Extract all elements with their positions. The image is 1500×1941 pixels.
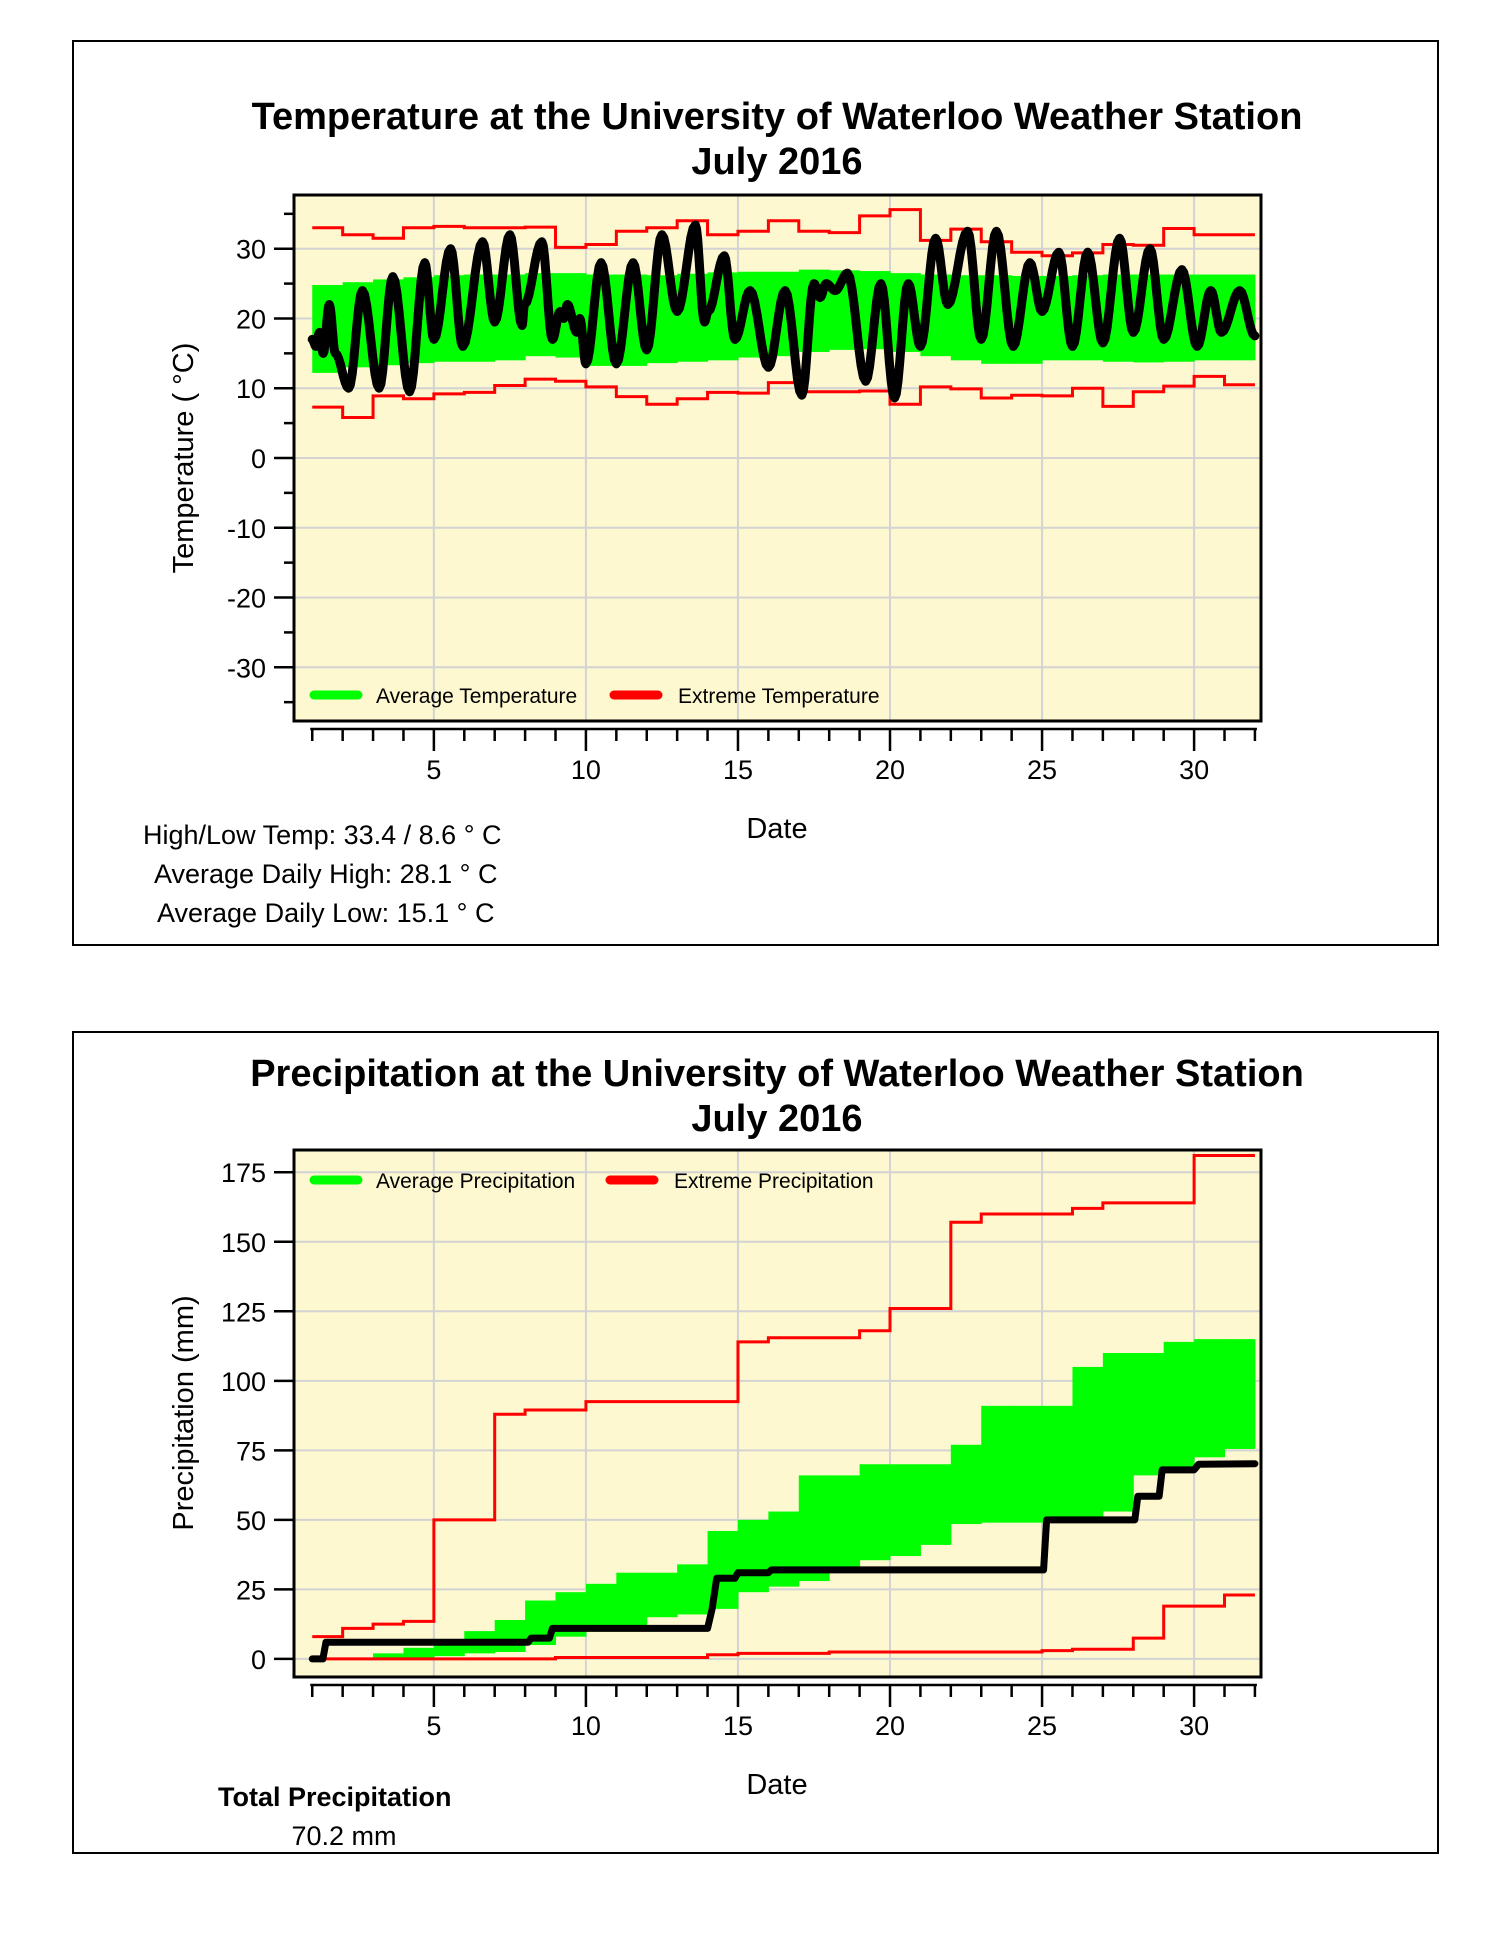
total-precipitation-label: Total Precipitation — [218, 1782, 452, 1812]
average-band-segment — [981, 1405, 1013, 1523]
average-band-segment — [1011, 1405, 1043, 1523]
legend-extreme-label: Extreme Temperature — [678, 685, 880, 708]
temperature-legend: Average Temperature Extreme Temperature — [309, 685, 880, 708]
average-band-segment — [677, 1564, 709, 1615]
temperature-plot: -30 -20 -10 0 10 20 30 5 10 15 20 25 30 Average Tempe… — [227, 193, 1263, 785]
extreme-low-line — [312, 1593, 1255, 1661]
y-tick-label: -30 — [227, 653, 266, 683]
precipitation-x-axis-label: Date — [746, 1769, 807, 1801]
y-tick-label: 20 — [236, 304, 266, 334]
average-band-segment — [1224, 1339, 1256, 1449]
precipitation-legend: Average Precipitation Extreme Precipitati… — [309, 1170, 874, 1193]
legend-average-label: Average Precipitation — [376, 1170, 575, 1193]
observed-precipitation-line — [308, 1460, 1259, 1663]
total-precipitation-value: 70.2 mm — [291, 1821, 396, 1851]
average-band-segment — [768, 1511, 800, 1587]
y-tick-label: 0 — [251, 444, 266, 474]
precipitation-panel: Precipitation at the University of Water… — [72, 1031, 1439, 1854]
y-tick-label: 25 — [236, 1575, 266, 1605]
average-band-segment — [403, 1647, 435, 1658]
precipitation-plot-border — [292, 1148, 1263, 1679]
y-tick-label: 0 — [251, 1645, 266, 1675]
y-tick-label: 175 — [221, 1158, 266, 1188]
average-band-segment — [1042, 1405, 1073, 1523]
average-band-segment — [829, 1475, 861, 1568]
average-band-segment — [1102, 1353, 1134, 1512]
average-band-segment — [494, 1619, 526, 1652]
y-tick-label: -20 — [227, 584, 266, 614]
x-tick-label: 25 — [1027, 1711, 1057, 1741]
x-tick-label: 15 — [723, 755, 753, 785]
extreme-low-line — [312, 374, 1255, 420]
y-tick-label: 75 — [236, 1436, 266, 1466]
legend-extreme-label: Extreme Precipitation — [674, 1170, 874, 1193]
average-band-segment — [859, 1464, 891, 1561]
y-tick-label: 150 — [221, 1228, 266, 1258]
average-band-segment — [373, 1653, 404, 1659]
x-tick-label: 5 — [426, 755, 441, 785]
extreme-high-line — [312, 208, 1255, 258]
x-tick-label: 10 — [571, 1711, 601, 1741]
average-band-segment — [585, 1583, 617, 1629]
average-band-segment — [1194, 1339, 1226, 1458]
average-band-segment — [616, 1572, 648, 1626]
x-tick-label: 10 — [571, 755, 601, 785]
average-band-segment — [920, 1464, 952, 1545]
x-tick-label: 20 — [875, 755, 905, 785]
high-low-temp: High/Low Temp: 33.4 / 8.6 ° C — [143, 820, 502, 850]
average-band-segment — [1072, 1366, 1104, 1520]
precipitation-series — [308, 1154, 1259, 1663]
x-tick-label: 20 — [875, 1711, 905, 1741]
precipitation-y-axis-label: Precipitation (mm) — [168, 1295, 200, 1530]
average-band-segment — [1163, 1341, 1195, 1473]
x-tick-label: 5 — [426, 1711, 441, 1741]
temperature-title: Temperature at the University of Waterlo… — [252, 96, 1303, 138]
temperature-subtitle: July 2016 — [691, 141, 862, 183]
x-tick-label: 25 — [1027, 755, 1057, 785]
average-band-segment — [890, 1464, 921, 1557]
temperature-panel: Temperature at the University of Waterlo… — [72, 40, 1439, 946]
legend-average-label: Average Temperature — [376, 685, 577, 708]
average-band-segment — [798, 1475, 830, 1582]
x-tick-label: 30 — [1179, 755, 1209, 785]
y-tick-label: 100 — [221, 1367, 266, 1397]
average-band-segment — [1133, 1353, 1165, 1476]
y-tick-label: 125 — [221, 1297, 266, 1327]
y-tick-label: 30 — [236, 235, 266, 265]
average-band-segment — [646, 1572, 678, 1618]
x-tick-label: 30 — [1179, 1711, 1209, 1741]
observed-temperature-line — [307, 220, 1260, 403]
precipitation-title: Precipitation at the University of Water… — [250, 1053, 1304, 1095]
precipitation-subtitle: July 2016 — [691, 1098, 862, 1140]
average-band-segment — [950, 1444, 982, 1525]
temperature-x-axis-label: Date — [746, 813, 807, 845]
average-daily-high: Average Daily High: 28.1 ° C — [154, 859, 497, 889]
average-daily-low: Average Daily Low: 15.1 ° C — [157, 898, 494, 928]
temperature-series — [307, 208, 1260, 420]
y-tick-label: -10 — [227, 514, 266, 544]
x-tick-label: 15 — [723, 1711, 753, 1741]
y-tick-label: 50 — [236, 1506, 266, 1536]
precipitation-plot: 0 25 50 75 100 125 150 175 5 10 15 20 25 30 Average Pr… — [221, 1148, 1263, 1741]
extreme-high-line — [312, 1154, 1255, 1639]
y-tick-label: 10 — [236, 374, 266, 404]
average-band-segment — [737, 1519, 769, 1593]
temperature-y-axis-label: Temperature ( °C) — [168, 343, 200, 574]
